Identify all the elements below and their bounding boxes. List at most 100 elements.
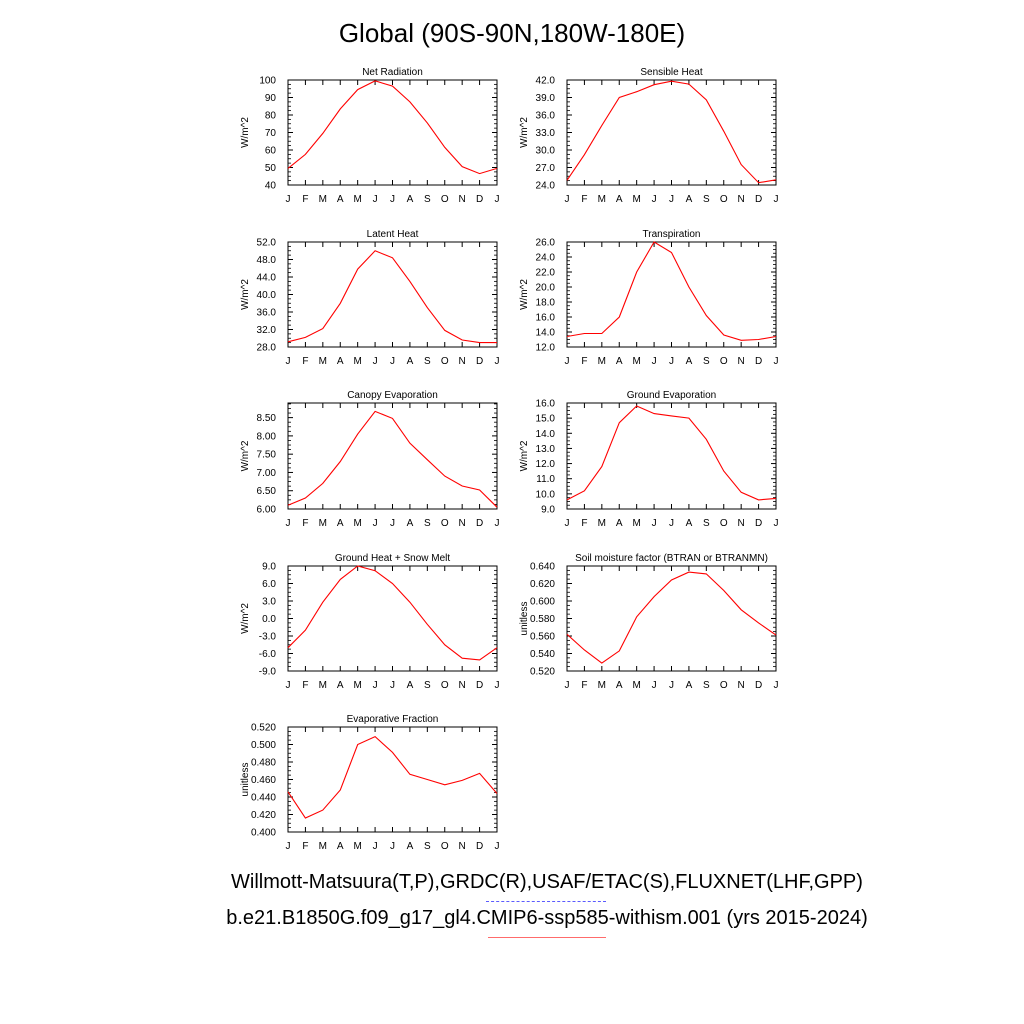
y-tick-label: 12.0 <box>536 343 556 354</box>
y-tick-label: 0.580 <box>530 614 555 625</box>
y-tick-label: 18.0 <box>536 298 556 309</box>
x-tick-label: S <box>703 356 710 367</box>
series-line <box>566 80 777 184</box>
x-tick-label: F <box>302 194 308 205</box>
x-tick-label: J <box>565 680 570 691</box>
x-tick-label: J <box>652 680 657 691</box>
x-tick-label: F <box>302 841 308 852</box>
x-tick-label: F <box>302 518 308 529</box>
x-tick-label: J <box>669 680 674 691</box>
x-tick-label: J <box>286 680 291 691</box>
y-tick-label: 70 <box>265 128 277 139</box>
y-tick-label: 0.520 <box>251 723 276 734</box>
x-tick-label: J <box>774 680 779 691</box>
y-tick-label: 24.0 <box>536 181 556 192</box>
x-tick-label: D <box>476 841 483 852</box>
x-tick-label: J <box>373 356 378 367</box>
y-tick-label: 13.0 <box>536 444 556 455</box>
x-tick-label: O <box>720 680 728 691</box>
x-tick-label: D <box>755 356 762 367</box>
y-tick-label: 40.0 <box>257 290 277 301</box>
footer-data-sources: Willmott-Matsuura(T,P),GRDC(R),USAF/ETAC… <box>231 871 863 893</box>
series-line <box>287 80 498 175</box>
x-tick-label: A <box>407 518 414 529</box>
x-tick-label: M <box>598 680 606 691</box>
chart-title: Latent Heat <box>367 229 419 240</box>
x-tick-label: J <box>652 518 657 529</box>
plot-frame <box>287 565 498 672</box>
x-tick-label: O <box>441 194 449 205</box>
x-tick-label: J <box>565 518 570 529</box>
chart-title: Canopy Evaporation <box>347 390 438 401</box>
x-tick-label: J <box>373 841 378 852</box>
y-axis-label: W/m^2 <box>519 440 530 471</box>
y-tick-label: 32.0 <box>257 325 277 336</box>
y-axis-label: W/m^2 <box>240 440 251 471</box>
x-tick-label: J <box>286 356 291 367</box>
x-tick-label: M <box>319 841 327 852</box>
x-tick-label: J <box>286 194 291 205</box>
plot-frame <box>287 79 498 186</box>
x-tick-label: J <box>373 194 378 205</box>
chart-title: Evaporative Fraction <box>347 714 439 725</box>
y-tick-label: 12.0 <box>536 459 556 470</box>
x-tick-label: J <box>390 194 395 205</box>
y-tick-label: 0.500 <box>251 740 276 751</box>
y-tick-label: 27.0 <box>536 163 556 174</box>
x-tick-label: D <box>476 518 483 529</box>
y-tick-label: 8.50 <box>257 413 277 424</box>
chart-title: Soil moisture factor (BTRAN or BTRANMN) <box>575 553 768 564</box>
y-tick-label: 10.0 <box>536 489 556 500</box>
y-tick-label: 60 <box>265 146 277 157</box>
x-tick-label: S <box>424 518 431 529</box>
x-tick-label: J <box>390 518 395 529</box>
y-tick-label: -9.0 <box>259 667 277 678</box>
chart-title: Net Radiation <box>362 67 423 78</box>
x-tick-label: A <box>407 841 414 852</box>
y-tick-label: 20.0 <box>536 283 556 294</box>
y-axis-label: W/m^2 <box>240 603 251 634</box>
y-tick-label: 0.460 <box>251 775 276 786</box>
x-tick-label: F <box>581 356 587 367</box>
series-line <box>287 565 498 661</box>
y-tick-label: 0.480 <box>251 758 276 769</box>
x-tick-label: A <box>337 356 344 367</box>
y-tick-label: 14.0 <box>536 328 556 339</box>
x-tick-label: S <box>424 194 431 205</box>
chart-title: Ground Evaporation <box>627 390 717 401</box>
y-tick-label: 80 <box>265 111 277 122</box>
series-line <box>566 405 777 501</box>
x-tick-label: A <box>616 518 623 529</box>
x-tick-label: J <box>774 356 779 367</box>
x-tick-label: A <box>616 680 623 691</box>
y-tick-label: 42.0 <box>536 76 556 87</box>
series-line <box>287 410 498 508</box>
x-tick-label: A <box>407 194 414 205</box>
y-tick-label: 0.0 <box>262 614 276 625</box>
x-tick-label: J <box>286 518 291 529</box>
x-tick-label: J <box>565 356 570 367</box>
x-tick-label: M <box>353 194 361 205</box>
y-tick-label: 30.0 <box>536 146 556 157</box>
x-tick-label: M <box>353 680 361 691</box>
x-tick-label: N <box>459 680 466 691</box>
x-tick-label: N <box>738 356 745 367</box>
y-tick-label: 0.600 <box>530 597 555 608</box>
x-tick-label: A <box>686 680 693 691</box>
x-tick-label: A <box>337 841 344 852</box>
x-tick-label: J <box>390 356 395 367</box>
x-tick-label: O <box>441 356 449 367</box>
y-axis-label: unitless <box>240 763 251 797</box>
y-tick-label: 52.0 <box>257 238 277 249</box>
x-tick-label: O <box>720 194 728 205</box>
x-tick-label: A <box>407 356 414 367</box>
y-tick-label: -6.0 <box>259 649 277 660</box>
x-tick-label: N <box>738 680 745 691</box>
series-line <box>287 735 498 819</box>
